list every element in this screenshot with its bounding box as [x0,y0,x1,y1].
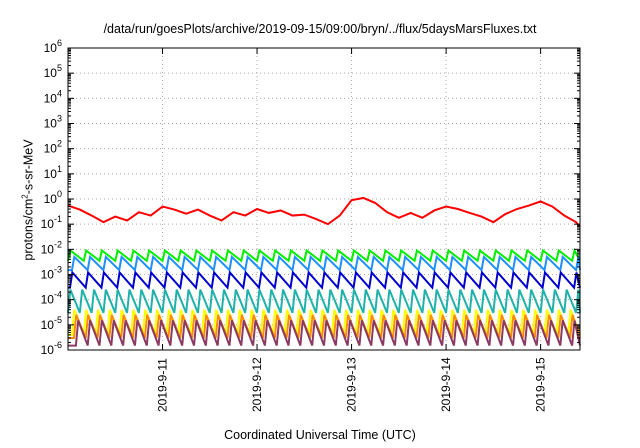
series-line-2 [68,254,581,273]
series-lines [67,196,581,347]
x-tick-label: 2019-9-13 [345,357,359,412]
series-line-0 [67,196,581,228]
series-line-3 [68,270,581,290]
y-tick-label: 103 [44,114,62,131]
series-line-1 [67,247,581,263]
y-tick-label: 10-5 [41,315,62,332]
y-tick-label: 10-1 [41,214,62,231]
y-axis-label: protons/cm2-s-sr-MeV [20,139,35,260]
series-line-7 [68,320,581,347]
y-axis: 10-6 10-5 10-4 10-3 10-2 10-1 100 101 102 103 104 1… [41,38,580,357]
y-axis-label-prefix: protons/cm [21,198,36,261]
y-tick-label: 10-2 [41,239,62,256]
y-tick-label: 10-6 [41,340,62,357]
y-tick-label: 102 [44,139,62,156]
x-axis-label: Coordinated Universal Time (UTC) [224,428,416,442]
x-tick-label: 2019-9-11 [156,358,170,412]
y-axis-label-suffix: -s-sr-MeV [21,139,36,195]
y-tick-label: 100 [44,189,62,206]
y-tick-label: 105 [44,63,62,80]
y-tick-label: 106 [44,38,62,55]
y-axis-label-exponent: 2 [20,194,30,199]
x-tick-label: 2019-9-12 [250,357,264,412]
x-axis: 2019-9-11 2019-9-12 2019-9-13 2019-9-14 2019… [156,48,548,412]
y-tick-label: 10-3 [41,265,62,282]
chart-title: /data/run/goesPlots/archive/2019-09-15/0… [103,22,537,36]
series-line-4 [67,289,581,314]
x-tick-label: 2019-9-14 [439,357,453,412]
y-tick-label: 10-4 [41,290,62,307]
y-tick-label: 101 [44,164,62,181]
x-tick-label: 2019-9-15 [534,357,548,412]
y-tick-label: 104 [44,88,62,105]
